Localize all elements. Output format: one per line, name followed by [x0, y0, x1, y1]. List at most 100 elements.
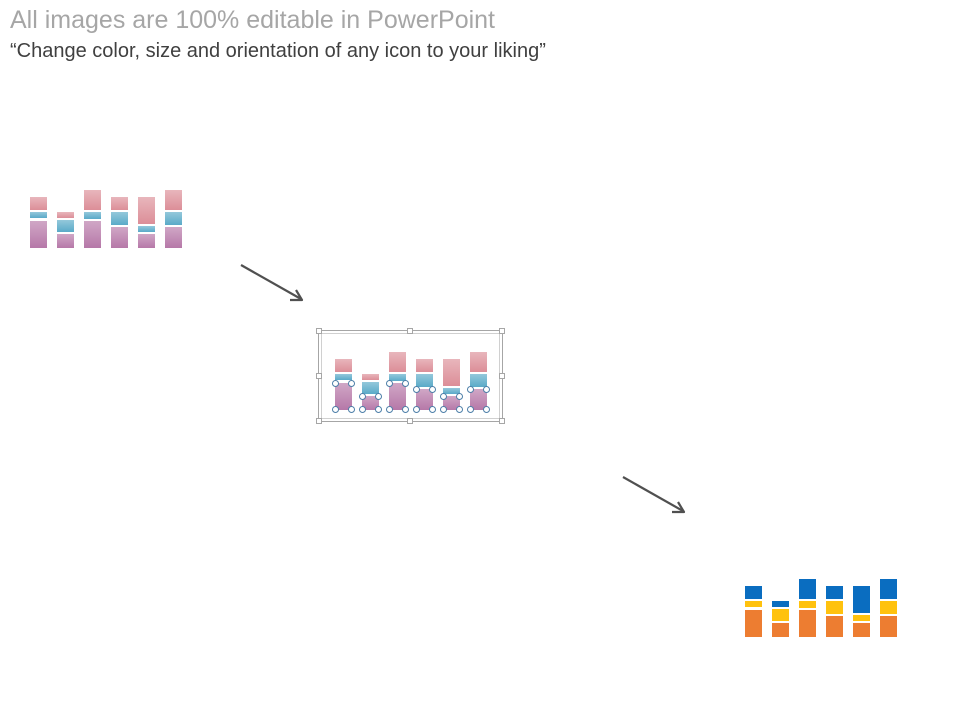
bar-segment-bottom: [853, 622, 870, 637]
arrow-down-right-icon: [622, 476, 686, 514]
bar-segment-bottom: [362, 395, 379, 410]
page-title: All images are 100% editable in PowerPoi…: [10, 6, 495, 34]
bar-segment-middle: [416, 374, 433, 387]
vertex-handle[interactable]: [332, 406, 339, 413]
resize-handle-bottom[interactable]: [407, 418, 413, 424]
icon-bar: [853, 586, 870, 637]
bar-segment-bottom: [138, 233, 155, 248]
icon-bar: [138, 197, 155, 248]
bar-segment-bottom: [826, 615, 843, 637]
bar-segment-top: [416, 359, 433, 373]
bar-segment-bottom: [165, 226, 182, 248]
icon-bar: [111, 197, 128, 248]
vertex-handle[interactable]: [402, 379, 409, 387]
bar-segment-top: [880, 579, 897, 600]
bar-segment-top: [470, 352, 487, 373]
bar-segment-top: [138, 197, 155, 224]
bar-segment-bottom: [30, 220, 47, 248]
vertex-handle[interactable]: [348, 406, 355, 413]
vertex-handle[interactable]: [483, 385, 490, 393]
resize-handle-top-left[interactable]: [316, 328, 322, 334]
vertex-handle[interactable]: [483, 406, 490, 413]
bar-segment-middle: [799, 601, 816, 608]
bar-segment-top: [30, 197, 47, 211]
bar-segment-top: [84, 190, 101, 211]
icon-bar: [165, 190, 182, 248]
vertex-handle[interactable]: [375, 392, 382, 400]
bar-segment-middle: [443, 387, 460, 394]
bar-segment-middle: [111, 212, 128, 225]
vertex-handle[interactable]: [456, 406, 463, 413]
bar-segment-bottom: [745, 609, 762, 637]
vertex-handle[interactable]: [359, 406, 366, 413]
bar-segment-middle: [470, 374, 487, 387]
resize-handle-top-right[interactable]: [499, 328, 505, 334]
vertex-handle[interactable]: [440, 392, 447, 400]
icon-bar: [470, 352, 487, 410]
icon-bar: [84, 190, 101, 248]
icon-bar: [745, 586, 762, 637]
vertex-handle[interactable]: [440, 406, 447, 413]
resize-handle-top[interactable]: [407, 328, 413, 334]
bar-segment-top: [335, 359, 352, 373]
bar-segment-top: [362, 373, 379, 380]
bar-segment-bottom: [799, 609, 816, 637]
bar-segment-top: [57, 211, 74, 218]
icon-bar: [335, 359, 352, 410]
bar-segment-middle: [30, 212, 47, 219]
bar-segment-bottom: [111, 226, 128, 248]
vertex-handle[interactable]: [456, 392, 463, 400]
resize-handle-bottom-right[interactable]: [499, 418, 505, 424]
bar-segment-bottom: [416, 388, 433, 410]
vertex-handle[interactable]: [375, 406, 382, 413]
bar-segment-top: [799, 579, 816, 600]
vertex-handle[interactable]: [386, 379, 393, 387]
bar-segment-top: [826, 586, 843, 600]
vertex-handle[interactable]: [413, 385, 420, 393]
bar-segment-bottom: [389, 382, 406, 410]
bar-segment-middle: [57, 219, 74, 232]
bar-segment-middle: [853, 614, 870, 621]
bar-segment-bottom: [84, 220, 101, 248]
vertex-handle[interactable]: [413, 406, 420, 413]
resize-handle-bottom-left[interactable]: [316, 418, 322, 424]
bar-segment-top: [111, 197, 128, 211]
icon-selection-frame[interactable]: [316, 328, 505, 424]
vertex-handle[interactable]: [467, 385, 474, 393]
vertex-handle[interactable]: [332, 379, 339, 387]
stacked-bar-icon-original[interactable]: [30, 190, 182, 248]
icon-bar: [57, 211, 74, 248]
vertex-handle[interactable]: [467, 406, 474, 413]
stacked-bar-icon-recolored[interactable]: [745, 579, 897, 637]
icon-bar: [880, 579, 897, 637]
page-subtitle: “Change color, size and orientation of a…: [10, 40, 546, 62]
resize-handle-left[interactable]: [316, 373, 322, 379]
icon-bar: [799, 579, 816, 637]
vertex-handle[interactable]: [429, 406, 436, 413]
bar-segment-middle: [389, 374, 406, 381]
icon-bar: [389, 352, 406, 410]
icon-bar: [772, 600, 789, 637]
stacked-bar-icon-selected[interactable]: [332, 352, 490, 413]
bar-segment-bottom: [443, 395, 460, 410]
bar-segment-bottom: [335, 382, 352, 410]
vertex-handle[interactable]: [429, 385, 436, 393]
resize-handle-right[interactable]: [499, 373, 505, 379]
arrow-down-right-icon: [240, 264, 304, 302]
icon-bar: [30, 197, 47, 248]
vertex-handle[interactable]: [348, 379, 355, 387]
icon-bar: [362, 373, 379, 410]
bar-segment-middle: [335, 374, 352, 381]
bar-segment-top: [443, 359, 460, 386]
bar-segment-bottom: [772, 622, 789, 637]
bar-segment-middle: [745, 601, 762, 608]
bar-segment-middle: [362, 381, 379, 394]
vertex-handle[interactable]: [402, 406, 409, 413]
bar-segment-top: [165, 190, 182, 211]
bar-segment-top: [389, 352, 406, 373]
bar-segment-middle: [138, 225, 155, 232]
vertex-handle[interactable]: [359, 392, 366, 400]
bar-segment-middle: [165, 212, 182, 225]
icon-bar: [826, 586, 843, 637]
vertex-handle[interactable]: [386, 406, 393, 413]
